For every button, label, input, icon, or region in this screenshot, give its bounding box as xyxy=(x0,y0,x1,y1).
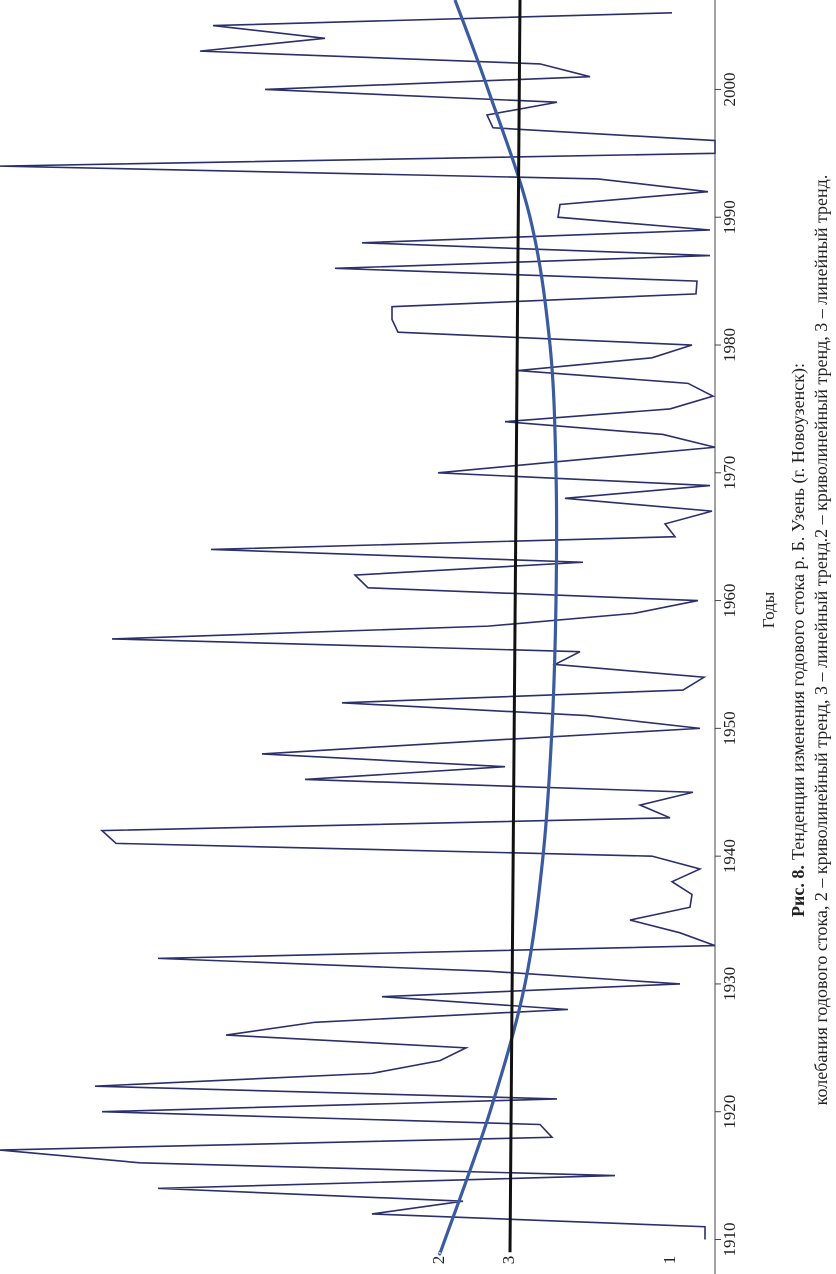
x-tick-label: 1930 xyxy=(720,967,739,1001)
caption-subtitle: колебания годового стока, 2 – криволиней… xyxy=(811,175,831,1106)
x-tick-label: 1970 xyxy=(720,456,739,490)
figure-label: Рис. 8. xyxy=(788,865,808,917)
title: Тенденции изменения годового стока р. Б.… xyxy=(788,363,809,860)
x-tick-label: 1980 xyxy=(720,328,739,362)
caption-title: Рис. 8. Тенденции изменения годового сток… xyxy=(788,363,809,917)
series-label: 1 xyxy=(660,1256,679,1265)
series-line xyxy=(508,0,522,1253)
series-label: 3 xyxy=(499,1256,518,1265)
x-axis-label: Годы xyxy=(759,591,778,628)
x-tick-label: 1920 xyxy=(720,1095,739,1129)
series-line xyxy=(438,0,559,1256)
x-tick-label: 1910 xyxy=(720,1222,739,1256)
x-tick-label: 2000 xyxy=(720,72,739,106)
x-tick-label: 1960 xyxy=(720,584,739,618)
x-tick-label: 1990 xyxy=(720,200,739,234)
series-line xyxy=(0,11,716,1240)
x-tick-label: 1940 xyxy=(720,839,739,873)
series-label: 2 xyxy=(429,1256,448,1265)
x-tick-label: 1950 xyxy=(720,711,739,745)
